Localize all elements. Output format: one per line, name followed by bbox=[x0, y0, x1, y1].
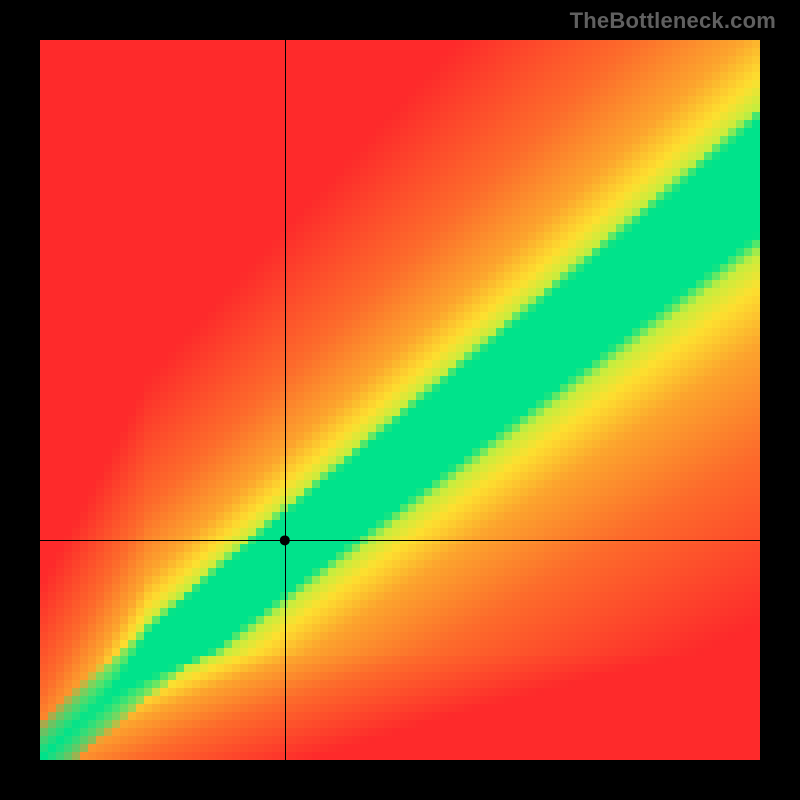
heatmap-canvas bbox=[40, 40, 760, 760]
bottleneck-heatmap-plot bbox=[40, 40, 760, 760]
watermark-text: TheBottleneck.com bbox=[570, 8, 776, 34]
